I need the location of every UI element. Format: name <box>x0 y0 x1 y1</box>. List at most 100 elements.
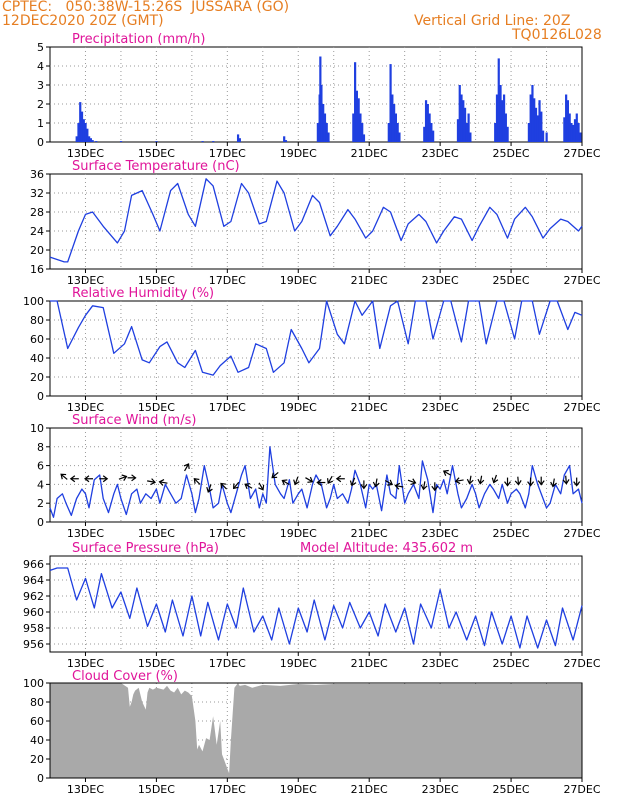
y-tick-label: 2 <box>37 98 44 111</box>
wind-arrow-shaft <box>118 475 127 480</box>
precip-bar <box>357 98 360 142</box>
panel-title: Surface Pressure (hPa) <box>72 541 219 556</box>
wind-arrow-head <box>121 474 128 481</box>
x-tick-label: 17DEC <box>209 401 246 414</box>
wind-arrow-head <box>454 477 461 485</box>
wind-arrow-shaft <box>244 483 253 489</box>
wind-arrow <box>147 478 157 486</box>
x-tick-label: 21DEC <box>351 147 388 160</box>
wind-arrow-head <box>293 479 300 486</box>
precip-bar <box>236 134 240 142</box>
temp-line <box>49 178 583 263</box>
wind-arrow-shaft <box>327 475 333 484</box>
precip-bar <box>393 104 396 142</box>
x-tick-label: 19DEC <box>280 783 317 796</box>
wind-arrow <box>420 481 428 491</box>
y-tick-label: 8 <box>37 441 44 454</box>
wind-arrow <box>537 476 545 486</box>
precip-bar <box>95 141 98 142</box>
precip-bar <box>575 113 578 142</box>
wind-arrow <box>183 463 190 472</box>
y-tick-label: 2 <box>37 497 44 510</box>
precip-bar <box>155 141 158 142</box>
x-tick-label: 21DEC <box>351 527 388 540</box>
wind-arrow-shaft <box>294 476 299 485</box>
wind-arrow <box>305 476 314 483</box>
precip-bar <box>91 140 94 142</box>
wind-arrow <box>562 475 570 485</box>
y-tick-label: 80 <box>30 696 44 709</box>
y-tick-label: 40 <box>30 352 44 365</box>
wind-arrow <box>466 475 474 485</box>
x-tick-label: 17DEC <box>209 657 246 670</box>
wind-arrow-head <box>307 476 314 483</box>
wind-arrow-head <box>466 478 474 485</box>
precip-bar <box>86 128 89 142</box>
wind-arrow-head <box>442 469 449 476</box>
precip-bar <box>119 141 123 142</box>
pressure-line <box>49 567 583 649</box>
x-tick-label: 15DEC <box>138 783 175 796</box>
precip-bar <box>467 113 470 142</box>
precip-bar <box>394 113 397 142</box>
x-tick-label: 13DEC <box>67 401 104 414</box>
wind-arrow <box>326 475 334 485</box>
x-tick-label: 15DEC <box>138 401 175 414</box>
x-tick-label: 23DEC <box>422 401 459 414</box>
x-tick-label: 19DEC <box>280 147 317 160</box>
wind-arrow-head <box>349 480 357 487</box>
panel-title: Cloud Cover (%) <box>72 669 178 684</box>
wind-arrow-shaft <box>468 475 472 484</box>
panel-title: Relative Humidity (%) <box>72 286 214 301</box>
precip-bar <box>352 113 355 142</box>
precip-bar <box>80 111 84 142</box>
wind-arrow <box>360 480 368 490</box>
wind-arrow <box>527 477 535 487</box>
x-tick-label: 21DEC <box>351 274 388 287</box>
wind-arrow-head <box>193 478 200 484</box>
wind-arrow-head <box>158 479 165 486</box>
precip-bar <box>322 104 325 142</box>
precip-bar <box>494 123 497 142</box>
precip-bar <box>387 123 390 142</box>
wind-arrow <box>335 475 345 483</box>
precip-bar <box>536 115 539 142</box>
y-tick-label: 16 <box>30 263 44 276</box>
precip-bar <box>238 138 241 142</box>
precip-bar <box>527 123 530 142</box>
x-tick-label: 13DEC <box>67 783 104 796</box>
panel-precip: 0 1 2 3 4 5 13DEC 15DEC 17DEC 19DEC 21DEC 23DEC 25DE… <box>37 32 601 160</box>
x-tick-label: 21DEC <box>351 401 388 414</box>
panel-title: Surface Temperature (nC) <box>72 159 240 174</box>
rh-line <box>50 300 583 376</box>
wind-arrow-head <box>527 481 535 487</box>
wind-arrow-head <box>102 475 109 483</box>
x-tick-label: 15DEC <box>138 657 175 670</box>
wind-arrow <box>477 475 485 485</box>
panel-frame <box>49 682 583 779</box>
wind-arrow-head <box>220 482 226 489</box>
y-tick-label: 960 <box>23 606 44 619</box>
wind-arrow <box>127 474 137 482</box>
wind-arrow-head <box>183 463 190 470</box>
wind-arrow-head <box>271 472 278 479</box>
wind-arrow <box>281 479 290 486</box>
wind-arrow-head <box>281 479 288 486</box>
wind-arrow-shaft <box>407 479 416 484</box>
wind-arrow-head <box>244 483 251 490</box>
y-tick-label: 20 <box>30 244 44 257</box>
y-tick-label: 4 <box>37 478 44 491</box>
wind-arrow-head <box>258 484 265 491</box>
precip-bar <box>398 132 401 142</box>
y-tick-label: 1 <box>37 117 44 130</box>
x-tick-label: 17DEC <box>209 274 246 287</box>
x-tick-label: 19DEC <box>280 401 317 414</box>
wind-arrow-shaft <box>193 478 201 485</box>
wind-arrow <box>431 482 439 492</box>
precip-bar <box>529 94 532 142</box>
wind-arrow-head <box>84 475 90 483</box>
wind-arrow-head <box>394 482 401 490</box>
wind-arrow-head <box>514 480 522 486</box>
precip-bar <box>327 132 330 142</box>
